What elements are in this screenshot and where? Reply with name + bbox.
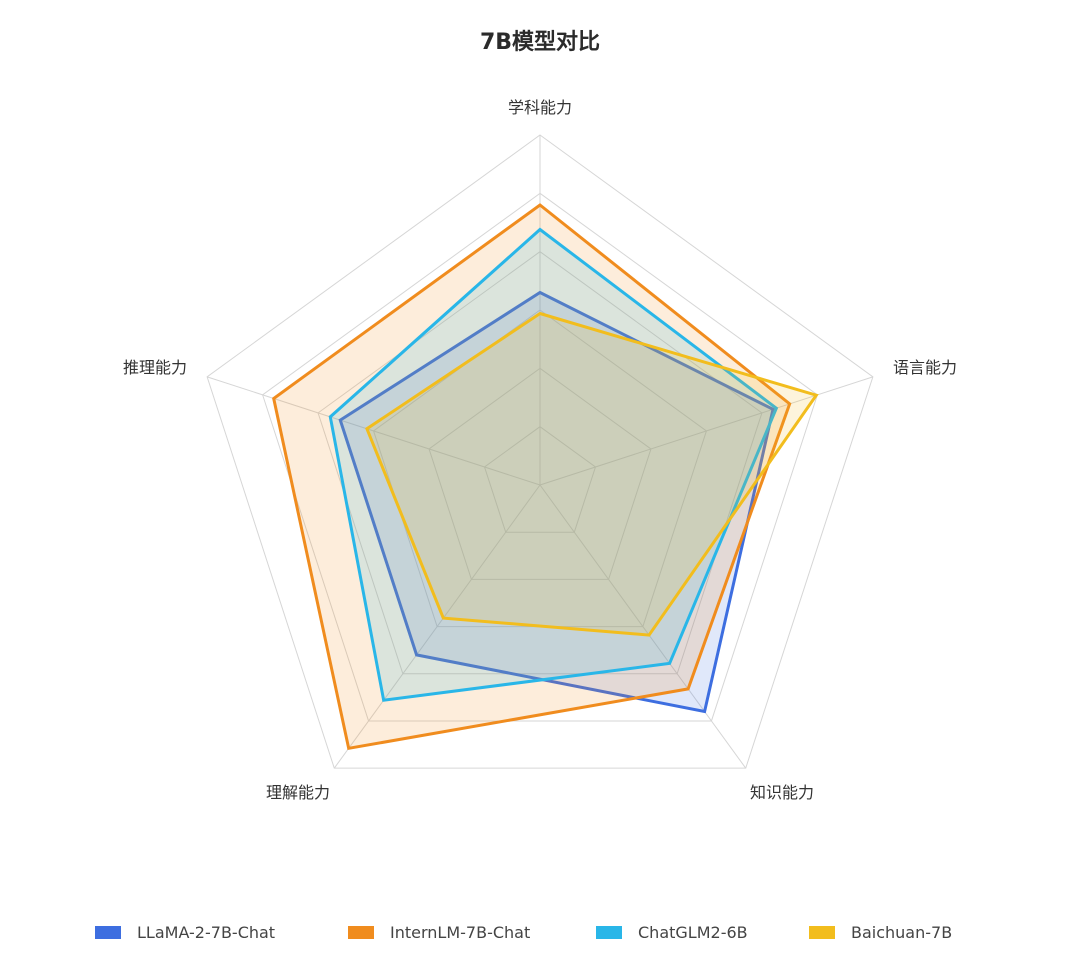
grid-spoke: [539, 484, 747, 769]
legend-label: LLaMA-2-7B-Chat: [137, 923, 275, 942]
legend-label: Baichuan-7B: [851, 923, 952, 942]
grid-ring: [206, 134, 874, 769]
grid-ring: [262, 192, 818, 722]
legend-item[interactable]: ChatGLM2-6B: [596, 923, 748, 942]
grid-ring: [483, 426, 597, 533]
grid-spoke: [206, 376, 541, 486]
legend-swatch: [596, 926, 622, 939]
series-baichuan-7b: [365, 311, 819, 637]
axis-label: 语言能力: [893, 358, 957, 377]
legend-swatch: [95, 926, 121, 939]
legend-label: ChatGLM2-6B: [638, 923, 748, 942]
grid-ring: [428, 367, 652, 580]
series-internlm-7b-chat: [272, 203, 792, 751]
grid-spoke: [333, 484, 541, 769]
series-chatglm2-6b: [328, 227, 779, 702]
axis-label: 理解能力: [266, 783, 330, 802]
series-layer: [272, 203, 819, 751]
legend-swatch: [809, 926, 835, 939]
legend[interactable]: LLaMA-2-7B-Chat InternLM-7B-Chat ChatGLM2-…: [95, 923, 952, 942]
legend-item[interactable]: Baichuan-7B: [809, 923, 952, 942]
chart-title: 7B模型对比: [480, 30, 600, 55]
legend-label: InternLM-7B-Chat: [390, 923, 530, 942]
series-llama-2-7b-chat: [338, 290, 775, 714]
axis-label: 推理能力: [123, 358, 187, 377]
legend-item[interactable]: InternLM-7B-Chat: [348, 923, 530, 942]
legend-item[interactable]: LLaMA-2-7B-Chat: [95, 923, 275, 942]
axis-label: 知识能力: [750, 783, 814, 802]
axis-label: 学科能力: [508, 98, 572, 117]
legend-swatch: [348, 926, 374, 939]
